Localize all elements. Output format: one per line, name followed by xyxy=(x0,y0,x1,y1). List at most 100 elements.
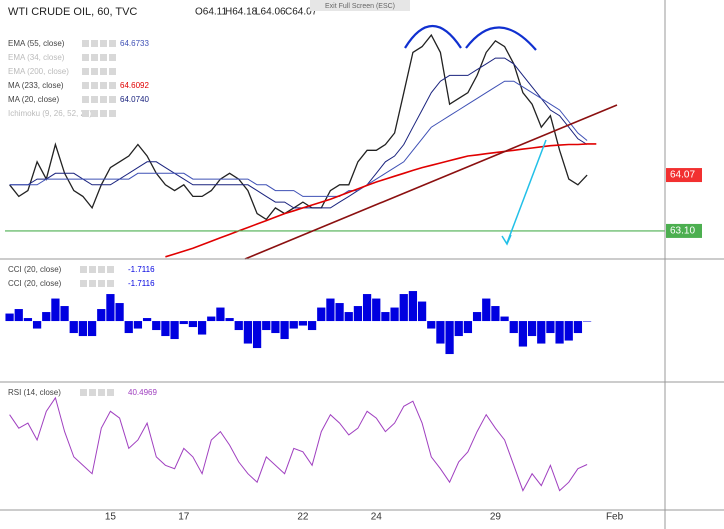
indicator-label: EMA (34, close) xyxy=(8,53,65,62)
legend-icon xyxy=(100,54,107,61)
cci-bar xyxy=(482,298,491,322)
cci-bar xyxy=(353,306,363,322)
legend-icon xyxy=(89,266,96,273)
indicator-value: 64.6092 xyxy=(120,81,149,90)
cci-bar xyxy=(408,291,418,322)
cci-bar xyxy=(381,312,390,322)
cci-bar xyxy=(78,321,88,337)
legend-icon xyxy=(109,82,116,89)
cci-bar xyxy=(537,321,546,344)
cci-bar xyxy=(60,306,69,322)
cci-bar xyxy=(527,321,537,337)
cci-bar xyxy=(500,316,509,322)
cci-bar xyxy=(188,321,198,328)
legend-icon xyxy=(109,40,116,47)
cci-bar xyxy=(51,298,60,322)
legend-icon xyxy=(82,82,89,89)
cci-bar xyxy=(326,298,335,322)
legend-icon xyxy=(98,266,105,273)
cci-bar xyxy=(133,321,143,329)
x-tick-label: 24 xyxy=(371,512,383,523)
cci-bar xyxy=(42,312,51,322)
cci-bar xyxy=(207,316,216,322)
legend-icon xyxy=(109,96,116,103)
cci-bar xyxy=(87,321,97,337)
legend-icon xyxy=(80,389,87,396)
cci-bar xyxy=(463,321,473,334)
legend-icon xyxy=(82,68,89,75)
cci-bar xyxy=(14,309,23,322)
legend-icon xyxy=(80,266,87,273)
cci-bar xyxy=(106,294,115,322)
indicator-label: EMA (200, close) xyxy=(8,67,69,76)
cci-bar xyxy=(170,321,179,340)
cci-bar xyxy=(454,321,463,337)
cci-bar xyxy=(216,307,225,322)
price-box-label: 64.07 xyxy=(670,170,695,181)
cci-bar xyxy=(417,301,427,322)
legend-icon xyxy=(91,110,98,117)
indicator-value: 40.4969 xyxy=(128,388,157,397)
cci-bar xyxy=(298,321,308,326)
series-line xyxy=(9,33,588,221)
marks-layer xyxy=(5,33,665,492)
price-box xyxy=(666,168,702,183)
legend-icon xyxy=(98,280,105,287)
cci-bar xyxy=(472,312,482,322)
legend-icon xyxy=(91,82,98,89)
cci-bar xyxy=(372,298,381,322)
cci-bar xyxy=(179,321,188,325)
cci-bar xyxy=(509,321,518,334)
cci-bar xyxy=(317,307,326,322)
cci-bar xyxy=(399,294,408,322)
cci-bar xyxy=(23,318,33,322)
cci-bar xyxy=(573,321,583,334)
legend-icon xyxy=(107,389,114,396)
legend-icon xyxy=(100,96,107,103)
ohlc-value: L64.06 xyxy=(255,7,286,18)
cci-bar xyxy=(582,321,592,322)
cci-bar xyxy=(335,303,344,322)
cci-bar xyxy=(344,312,353,322)
cci-bar xyxy=(546,321,555,334)
exit-button[interactable] xyxy=(310,0,410,11)
legend-icon xyxy=(100,82,107,89)
ohlc-value: C64.07 xyxy=(285,7,318,18)
cci-bar xyxy=(271,321,280,334)
legend-icon xyxy=(100,110,107,117)
cci-bar xyxy=(197,321,207,335)
cci-bar xyxy=(491,306,500,322)
cci-bar xyxy=(5,313,14,322)
indicator-label: MA (233, close) xyxy=(8,81,64,90)
cci-bar xyxy=(161,321,170,337)
x-tick-label: Feb xyxy=(606,512,624,523)
ohlc-value: O64.11 xyxy=(195,7,227,18)
cci-bar xyxy=(289,321,298,329)
head-arc xyxy=(465,26,537,51)
cci-bar xyxy=(234,321,243,331)
exit-button-label[interactable]: Exit Full Screen (ESC) xyxy=(325,3,395,10)
legend-icon xyxy=(82,40,89,47)
cci-bar xyxy=(252,321,262,349)
cci-bar xyxy=(225,318,234,322)
cci-bar xyxy=(445,321,454,355)
legend-icon xyxy=(82,110,89,117)
cci-bar xyxy=(124,321,133,334)
cci-bar xyxy=(97,309,106,322)
cci-bar xyxy=(555,321,564,344)
x-tick-label: 15 xyxy=(105,512,117,523)
legend-icon xyxy=(109,54,116,61)
indicator-label: EMA (55, close) xyxy=(8,39,65,48)
trend-line xyxy=(244,104,618,260)
legend-icon xyxy=(91,96,98,103)
legend-icon xyxy=(80,280,87,287)
cci-bar xyxy=(390,307,399,322)
indicator-label: Ichimoku (9, 26, 52, 26) xyxy=(8,109,92,118)
arrow-head xyxy=(501,234,512,246)
legend-icon xyxy=(98,389,105,396)
legend-icon xyxy=(109,68,116,75)
legend-icon xyxy=(109,110,116,117)
indicator-label: MA (20, close) xyxy=(8,95,59,104)
